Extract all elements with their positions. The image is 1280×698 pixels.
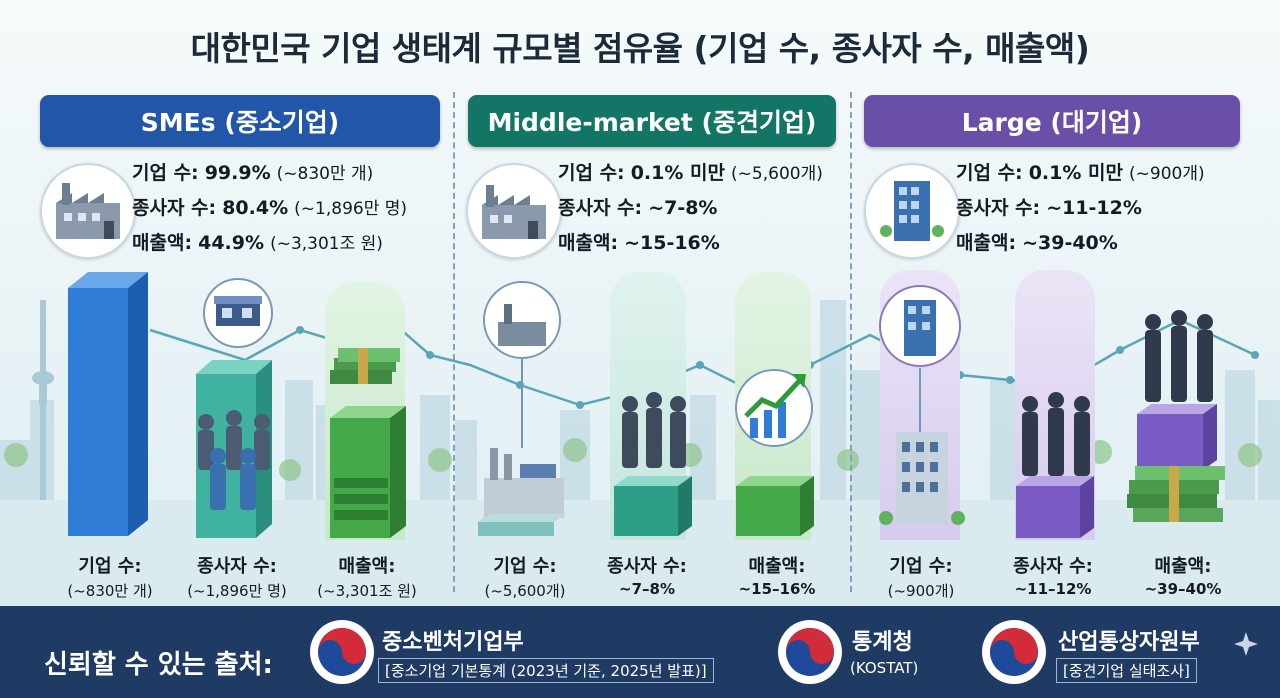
page-title: 대한민국 기업 생태계 규모별 점유율 (기업 수, 종사자 수, 매출액) [190,29,1090,68]
middle-employee-label: 종사자 수: ~7–8% [607,556,687,598]
korea-government-seal-icon [778,620,842,684]
source-kostat-name: 통계청 [852,630,913,655]
large-company-count-label: 기업 수: (~900개) [887,556,955,600]
sme-stat-revenue: 매출액: 44.9% (~3,301조 원) [132,232,383,254]
sme-header: SMEs (중소기업) [40,95,440,147]
sme-stat-employee-count: 종사자 수: 80.4% (~1,896만 명) [132,197,408,219]
sme-employee-label: 종사자 수: (~1,896만 명) [187,556,287,600]
growth-chart-icon [744,374,806,438]
sme-revenue-bar [330,348,406,538]
korea-government-seal-icon [310,620,374,684]
source-motie-name: 산업통상자원부 [1058,630,1200,655]
section-divider [453,92,455,592]
sme-people-icon [198,410,270,510]
middle-company-count-bar [478,281,566,536]
middle-market-header: Middle-market (중견기업) [468,95,836,147]
middle-stat-company-count: 기업 수: 0.1% 미만 (~5,600개) [558,162,823,184]
sme-factory-icon [40,163,136,259]
source-kostat-detail: (KOSTAT) [850,659,919,677]
large-employee-bar [1016,392,1094,538]
middle-market-factory-icon [466,163,562,259]
sme-company-count-label: 기업 수: (~830만 개) [67,556,153,600]
store-icon [214,296,262,326]
middle-company-count-label: 기업 수: (~5,600개) [484,556,566,600]
sources-label: 신뢰할 수 있는 출처: [44,650,273,680]
source-mss-name: 중소벤처기업부 [382,630,524,655]
source-mss-detail: [중소기업 기본통계 (2023년 기준, 2025년 발표)] [378,658,714,683]
large-company-count-bar [879,285,965,525]
middle-employee-bar [614,392,692,536]
korea-government-seal-icon [982,620,1046,684]
sparkle-icon [1234,632,1258,656]
sme-company-count-bar [68,272,148,536]
middle-revenue-bar [735,369,814,536]
money-stack-icon [330,348,400,384]
section-divider [850,92,852,592]
large-stat-revenue: 매출액: ~39-40% [956,232,1118,254]
middle-revenue-label: 매출액: ~15–16% [738,556,816,598]
large-employee-label: 종사자 수: ~11–12% [1013,556,1093,598]
middle-stat-revenue: 매출액: ~15-16% [558,232,720,254]
large-stat-company-count: 기업 수: 0.1% 미만 (~900개) [956,162,1205,184]
large-office-building-icon [864,163,960,259]
sme-revenue-label: 매출액: (~3,301조 원) [317,556,417,600]
source-motie-detail: [중견기업 실태조사] [1056,658,1197,683]
large-stat-employee-count: 종사자 수: ~11-12% [956,197,1142,219]
large-header: Large (대기업) [864,95,1240,147]
money-stack-icon [1127,466,1225,522]
large-revenue-bar [1127,310,1225,522]
large-revenue-label: 매출액: ~39–40% [1144,556,1222,598]
sme-stat-company-count: 기업 수: 99.9% (~830만 개) [132,162,374,184]
middle-stat-employee-count: 종사자 수: ~7-8% [558,197,718,219]
